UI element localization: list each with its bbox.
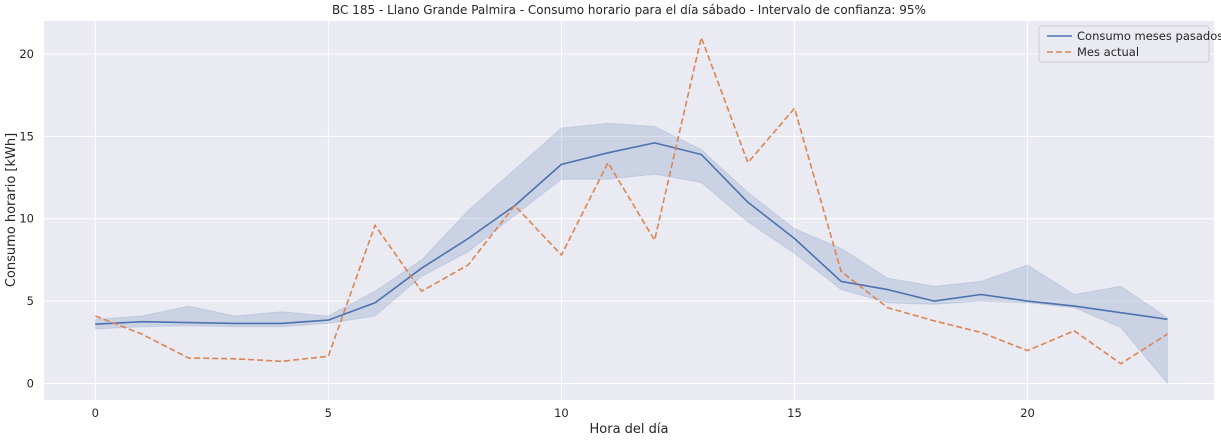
y-tick-label: 5 xyxy=(27,294,34,308)
legend-label-consumo-meses-pasados: Consumo meses pasados xyxy=(1077,29,1221,43)
confidence-band xyxy=(94,122,1168,385)
y-tick-labels: 0 5 10 15 20 xyxy=(19,47,34,391)
y-tick-label: 15 xyxy=(19,129,34,143)
plot-area xyxy=(44,21,1214,400)
x-tick-label: 10 xyxy=(554,406,569,420)
x-tick-label: 15 xyxy=(787,406,802,420)
x-tick-labels: 0 5 10 15 20 xyxy=(92,406,1035,420)
y-tick-label: 20 xyxy=(19,47,34,61)
legend-label-mes-actual: Mes actual xyxy=(1077,45,1139,59)
series-line-consumo-meses-pasados xyxy=(95,142,1168,325)
x-tick-label: 20 xyxy=(1020,406,1035,420)
y-axis-label: Consumo horario [kWh] xyxy=(4,133,19,287)
series-lines xyxy=(95,36,1168,365)
legend-box xyxy=(1038,25,1210,63)
legend: Consumo meses pasados Mes actual xyxy=(1038,25,1221,63)
chart-title: BC 185 - Llano Grande Palmira - Consumo … xyxy=(332,3,926,17)
x-axis-label: Hora del día xyxy=(590,422,669,437)
y-tick-label: 0 xyxy=(27,377,34,391)
y-tick-label: 10 xyxy=(19,212,34,226)
x-tick-label: 5 xyxy=(325,406,332,420)
x-tick-label: 0 xyxy=(92,406,99,420)
grid xyxy=(44,21,1214,400)
confidence-interval-band xyxy=(94,122,1168,385)
